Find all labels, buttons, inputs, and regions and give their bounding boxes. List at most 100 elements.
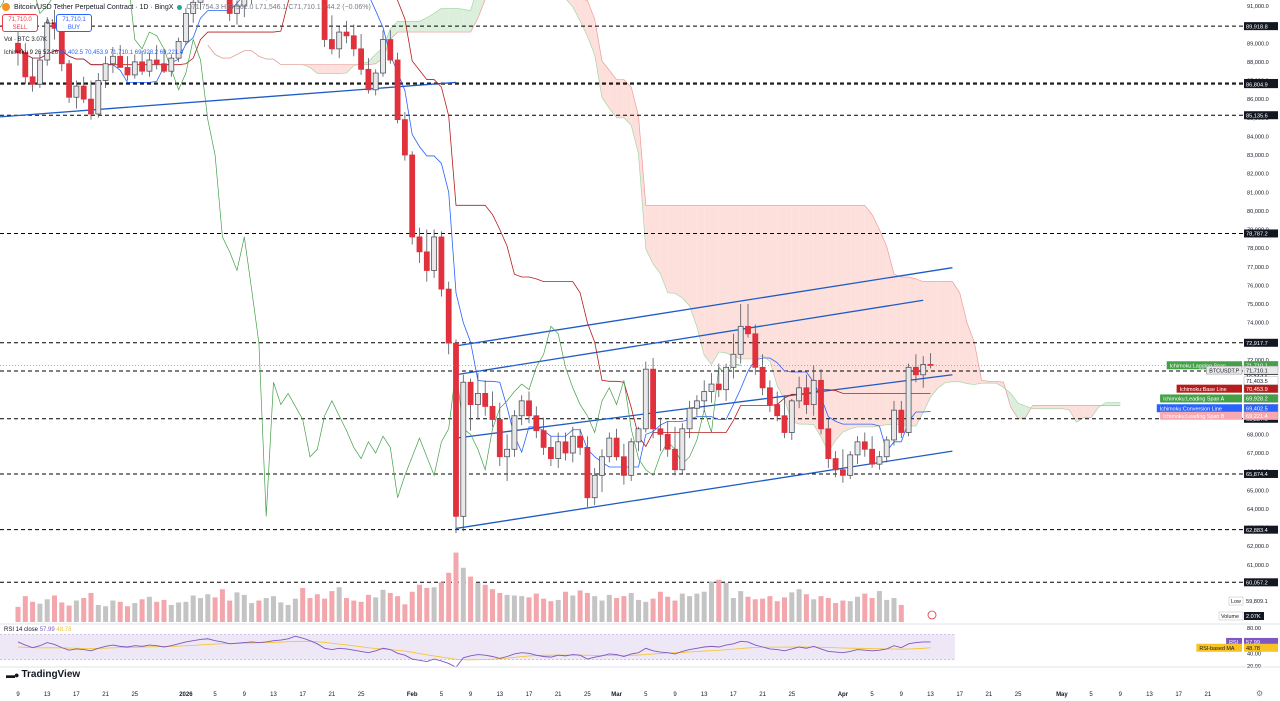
candle-body: [891, 409, 897, 441]
volume-bar: [263, 598, 269, 622]
candle-body: [489, 406, 496, 420]
candle: [453, 339, 459, 534]
time-axis-tick: 5: [644, 692, 648, 698]
ichimoku-cloud-segment: [937, 281, 946, 389]
candle-body: [518, 400, 525, 417]
volume-bar: [533, 593, 539, 622]
level-label-text: 89,918.8: [1246, 24, 1268, 30]
candle: [22, 43, 29, 85]
ichimoku-cloud-segment: [456, 8, 464, 33]
time-axis-tick: 5: [1089, 692, 1093, 698]
candle-body: [496, 419, 503, 458]
time-axis-tick: 21: [329, 692, 336, 698]
settings-gear-icon[interactable]: ⚙: [1256, 689, 1263, 698]
volume-bar: [314, 594, 320, 622]
candle: [898, 400, 905, 439]
volume-bar: [789, 592, 795, 622]
candle: [788, 398, 795, 440]
candle: [518, 395, 525, 426]
volume-bar: [855, 596, 860, 622]
ichimoku-cloud-segment: [988, 381, 997, 384]
candle: [650, 358, 656, 439]
candle: [161, 48, 167, 74]
volume-bar: [760, 598, 766, 622]
ichimoku-cloud-segment: [894, 274, 902, 425]
candle-body: [723, 366, 729, 391]
price-axis-tick: 64,000.0: [1247, 507, 1269, 513]
candle-body: [438, 236, 445, 290]
volume-bar: [307, 598, 313, 622]
candle-body: [29, 76, 36, 85]
time-axis-tick: 9: [16, 692, 20, 698]
rsi-indicator-legend[interactable]: RSI 14 close 57.99 48.78: [4, 627, 71, 633]
tradingview-logo[interactable]: ▬● TradingView: [6, 669, 80, 680]
candle: [840, 449, 846, 483]
time-axis-tick: 25: [1015, 692, 1022, 698]
buy-button[interactable]: 71,710.1 BUY: [56, 14, 92, 32]
ichimoku-cloud-segment: [835, 205, 843, 441]
indicator-value-box: [1243, 365, 1279, 375]
candle-body: [883, 439, 890, 458]
candle-body: [818, 379, 824, 430]
rsi-axis-tick: 80.00: [1247, 626, 1261, 632]
volume-bar: [37, 603, 43, 622]
volume-bar: [22, 596, 28, 622]
candle: [190, 0, 197, 23]
candle-body: [664, 433, 671, 450]
candle-body: [139, 61, 146, 72]
indicator-name-box: [1160, 411, 1242, 420]
volume-bar: [300, 587, 306, 622]
candle: [197, 0, 204, 10]
price-axis-tick: 62,000.0: [1247, 544, 1269, 550]
level-label-box: [1244, 578, 1278, 587]
candle-body: [474, 392, 481, 405]
candle: [891, 400, 897, 446]
candle: [686, 400, 693, 439]
candle: [606, 432, 613, 463]
price-axis-tick: 72,000.0: [1247, 358, 1269, 364]
ichimoku-cloud-segment: [1032, 405, 1040, 409]
candle: [854, 436, 861, 465]
volume-bar: [271, 596, 276, 622]
candle: [102, 56, 109, 88]
candle-body: [394, 59, 401, 121]
candle-body: [679, 428, 686, 471]
volume-bar: [88, 592, 94, 622]
candle-body: [810, 379, 817, 405]
volume-bar: [657, 591, 663, 622]
volume-bar: [322, 598, 328, 622]
ichimoku-cloud-segment: [872, 214, 880, 427]
ichimoku-indicator-legend[interactable]: Ichimoku 9 26 52 26 69,402.5 70,453.9 71…: [4, 50, 183, 56]
candle-body: [234, 5, 240, 14]
scroll-to-realtime-icon[interactable]: [927, 610, 937, 620]
volume-bar: [541, 598, 547, 622]
time-axis-tick: 5: [213, 692, 217, 698]
spread-value: 0.1: [46, 20, 55, 26]
candle-body: [832, 458, 839, 471]
volume-bar: [431, 587, 437, 622]
time-axis-tick: 17: [1175, 692, 1182, 698]
volume-bar: [219, 589, 225, 622]
volume-bar: [869, 598, 875, 622]
sell-button[interactable]: 71,710.0 SELL: [2, 14, 38, 32]
ichimoku-cloud-segment: [945, 281, 953, 383]
candle-body: [336, 31, 343, 50]
candle-body: [80, 85, 87, 100]
candle-body: [562, 441, 569, 454]
volume-bar: [424, 587, 430, 622]
symbol-title[interactable]: Bitcoin/USD Tether Perpetual Contract · …: [14, 3, 174, 11]
candle-body: [95, 80, 102, 115]
candle-body: [58, 27, 65, 65]
volume-indicator-legend[interactable]: Vol · BTC 3.07K: [4, 37, 48, 43]
candle-body: [913, 366, 919, 376]
price-axis-tick: 82,000.0: [1247, 172, 1269, 178]
candle: [694, 395, 700, 416]
time-axis-tick: Feb: [407, 692, 418, 698]
ichimoku-cloud-segment: [580, 0, 588, 37]
level-label-box: [1244, 22, 1278, 31]
volume-bar: [249, 603, 255, 622]
candle: [80, 76, 87, 103]
candle-body: [876, 456, 883, 465]
volume-bar: [497, 592, 503, 622]
